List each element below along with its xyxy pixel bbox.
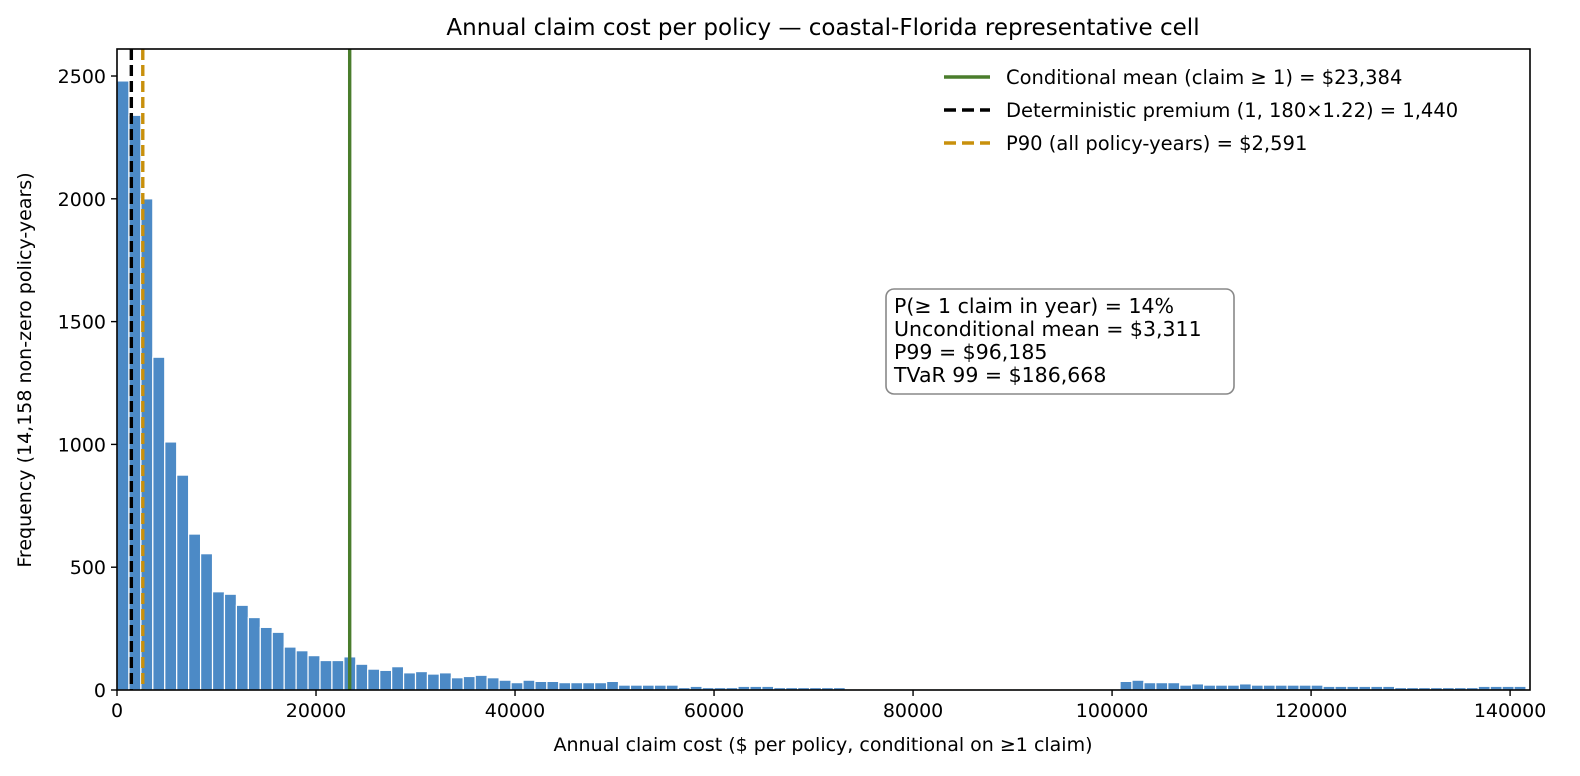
stats-line-tvar99: TVaR 99 = $186,668: [893, 363, 1106, 387]
histogram-bar: [450, 677, 464, 691]
histogram-bar: [462, 675, 476, 691]
histogram-bar: [426, 673, 441, 691]
histogram-bar: [188, 533, 202, 691]
x-tick-label: 120000: [1275, 700, 1348, 722]
y-tick-label: 2000: [58, 189, 106, 211]
histogram-bar: [283, 646, 297, 691]
histogram-bar: [319, 659, 333, 691]
y-tick-label: 0: [94, 680, 106, 702]
x-tick-label: 140000: [1474, 700, 1547, 722]
x-tick-label: 0: [111, 700, 123, 722]
histogram-bar: [199, 553, 214, 691]
histogram-bar: [176, 474, 190, 691]
plot-frame: [116, 48, 1531, 691]
y-tick-label: 1000: [58, 434, 106, 456]
histogram-bar: [164, 441, 178, 691]
stats-annotation-box: P(≥ 1 claim in year) = 14% Unconditional…: [885, 288, 1235, 395]
histogram-bar: [438, 672, 452, 691]
x-tick-label: 100000: [1076, 700, 1149, 722]
histogram-bar: [534, 680, 548, 691]
x-tick-label: 40000: [485, 700, 545, 722]
histogram-bar: [402, 672, 417, 691]
histogram-bar: [355, 663, 369, 691]
histogram-bar: [307, 655, 321, 691]
histogram-bar: [1143, 682, 1157, 691]
legend-item-p90-label: P90 (all policy-years) = $2,591: [1006, 132, 1307, 155]
histogram-bar: [1191, 683, 1205, 691]
histogram-bar: [1238, 683, 1252, 691]
y-tick-label: 500: [70, 557, 106, 579]
histogram-bar: [259, 626, 273, 691]
x-tick-label: 20000: [286, 700, 346, 722]
histogram-bar: [367, 668, 381, 691]
histogram-bar: [247, 616, 261, 691]
histogram-bar: [510, 682, 524, 691]
bars-group: [116, 80, 1527, 691]
histogram-bar: [414, 670, 429, 691]
histogram-bar: [1155, 682, 1169, 691]
y-axis-label: Frequency (14,158 non-zero policy-years): [14, 172, 36, 567]
histogram-bar: [271, 631, 285, 691]
histogram-bar: [235, 604, 249, 691]
stats-line-p99: P99 = $96,185: [894, 340, 1047, 364]
x-tick-label: 60000: [684, 700, 744, 722]
histogram-bar: [391, 666, 405, 691]
legend-item-deterministic-premium-label: Deterministic premium (1, 180×1.22) = 1,…: [1006, 99, 1458, 122]
reference-lines-group: [129, 49, 352, 690]
histogram-bar: [152, 356, 166, 691]
histogram-bar: [116, 80, 130, 691]
y-tick-label: 1500: [58, 312, 106, 334]
histogram-bar: [379, 669, 393, 691]
histogram-bar: [522, 679, 536, 691]
x-axis-label: Annual claim cost ($ per policy, conditi…: [553, 734, 1092, 756]
x-tick-label: 80000: [883, 700, 943, 722]
histogram-bar: [605, 680, 620, 691]
histogram-bar: [223, 593, 238, 691]
histogram-bar: [486, 677, 500, 691]
y-axis-ticks: 0 500 1000 1500 2000 2500: [58, 66, 117, 702]
histogram-bar: [1167, 682, 1181, 691]
stats-line-claim-prob: P(≥ 1 claim in year) = 14%: [894, 294, 1174, 318]
legend-item-conditional-mean-label: Conditional mean (claim ≥ 1) = $23,384: [1006, 66, 1402, 89]
stats-box-frame: [885, 288, 1235, 395]
histogram-bar: [570, 682, 584, 691]
histogram-bar: [1131, 679, 1145, 691]
histogram-bar: [295, 650, 309, 691]
legend: Conditional mean (claim ≥ 1) = $23,384 De…: [944, 66, 1458, 155]
x-axis-ticks: 0 20000 40000 60000 80000 100000 120000 140000: [111, 690, 1546, 722]
histogram-bar: [331, 659, 345, 691]
histogram-bar: [546, 680, 560, 691]
chart-title: Annual claim cost per policy — coastal-F…: [446, 15, 1199, 41]
histogram-bar: [594, 682, 608, 691]
histogram-bar: [474, 674, 488, 691]
histogram-bar: [498, 679, 512, 691]
stats-line-unconditional-mean: Unconditional mean = $3,311: [894, 317, 1202, 341]
histogram-bar: [1119, 680, 1133, 691]
histogram-bar: [558, 682, 572, 691]
y-tick-label: 2500: [58, 66, 106, 88]
histogram-bar: [211, 591, 226, 691]
histogram-bar: [582, 682, 596, 691]
